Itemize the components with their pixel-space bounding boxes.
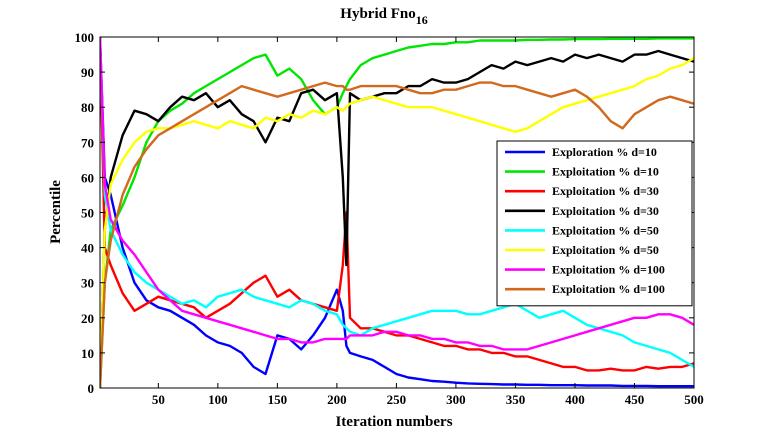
chart-title: Hybrid Fno16 xyxy=(340,6,427,27)
y-tick-label: 70 xyxy=(81,135,94,150)
x-tick-label: 400 xyxy=(565,392,585,407)
x-axis: 50 100 150 200 250 300 350 400 450 500 xyxy=(152,37,704,407)
y-tick-label: 40 xyxy=(81,241,94,256)
legend-label-3: Exploitation % d=30 xyxy=(552,184,659,198)
plot-area xyxy=(99,36,695,389)
x-tick-label: 350 xyxy=(506,392,526,407)
legend-label-1: Exploration % d=10 xyxy=(552,145,657,159)
y-tick-label: 90 xyxy=(81,65,94,80)
series-line-7 xyxy=(100,37,694,351)
legend-label-2: Exploitation % d=10 xyxy=(552,165,659,179)
legend: Exploration % d=10 Exploitation % d=10 Exp… xyxy=(496,140,693,307)
series-line-8 xyxy=(100,81,694,388)
chart-title-subscript: 16 xyxy=(416,13,428,27)
series-line-4 xyxy=(100,49,694,388)
series-line-2 xyxy=(100,37,694,388)
x-tick-label: 450 xyxy=(625,392,645,407)
legend-label-6: Exploitation % d=50 xyxy=(552,243,659,257)
y-tick-label: 30 xyxy=(81,276,94,291)
x-tick-label: 300 xyxy=(446,392,466,407)
x-tick-label: 250 xyxy=(387,392,407,407)
y-axis-label: Percentile xyxy=(48,180,64,244)
series-line-3 xyxy=(100,37,694,372)
chart-title-main: Hybrid Fno xyxy=(340,6,415,22)
y-tick-label: 20 xyxy=(81,311,94,326)
legend-box xyxy=(496,140,693,307)
x-tick-label: 100 xyxy=(208,392,228,407)
legend-label-8: Exploitation % d=100 xyxy=(552,282,665,296)
y-tick-label: 60 xyxy=(81,170,94,185)
y-tick-label: 10 xyxy=(81,346,94,361)
y-tick-label: 80 xyxy=(81,100,94,115)
legend-label-4: Exploitation % d=30 xyxy=(552,204,659,218)
x-tick-label: 50 xyxy=(152,392,165,407)
y-axis: 0 10 20 30 40 50 60 70 80 90 100 xyxy=(75,30,694,396)
legend-label-7: Exploitation % d=100 xyxy=(552,263,665,277)
x-tick-label: 150 xyxy=(268,392,288,407)
y-tick-label: 0 xyxy=(88,381,95,396)
x-tick-label: 500 xyxy=(684,392,704,407)
series-line-1 xyxy=(100,37,694,388)
legend-label-5: Exploitation % d=50 xyxy=(552,223,659,237)
series-line-5 xyxy=(100,37,694,368)
x-axis-label: Iteration numbers xyxy=(335,414,452,430)
y-tick-label: 100 xyxy=(75,30,95,45)
y-tick-label: 50 xyxy=(81,206,94,221)
x-tick-label: 200 xyxy=(327,392,347,407)
